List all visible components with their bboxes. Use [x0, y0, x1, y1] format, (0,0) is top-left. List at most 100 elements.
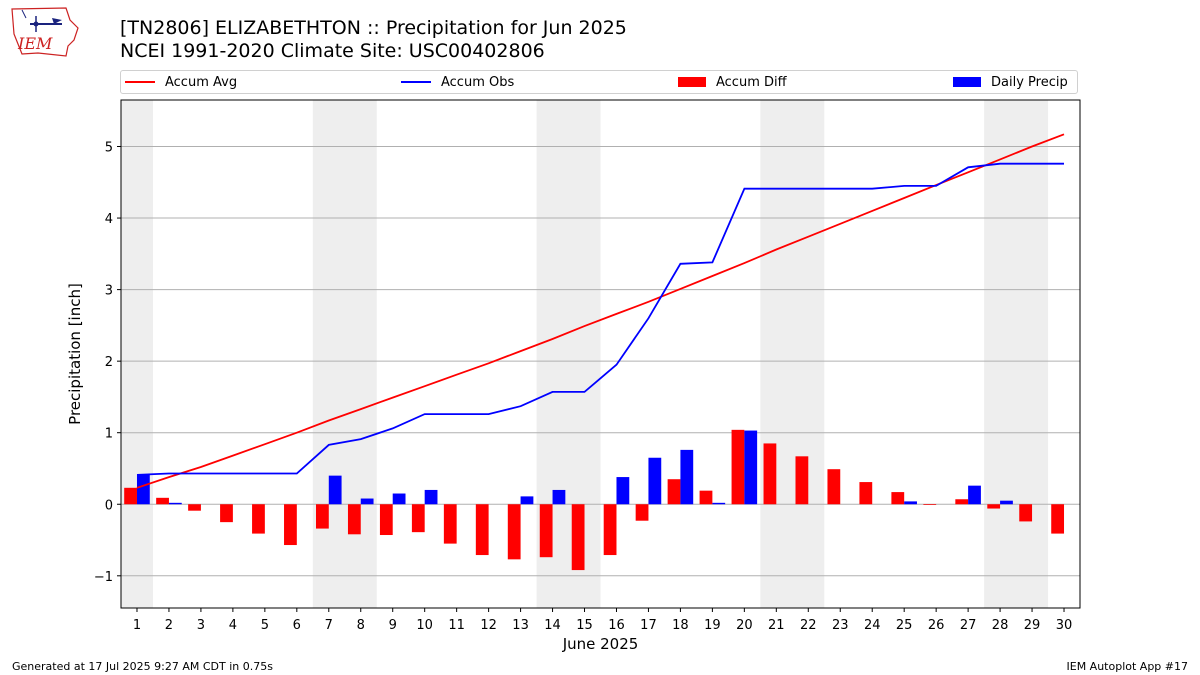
x-tick-label: 4	[229, 618, 237, 633]
bar-accum-diff	[827, 469, 841, 505]
y-tick-label: 1	[105, 427, 113, 442]
x-tick-label: 26	[928, 618, 945, 633]
bar-daily-precip	[680, 449, 694, 505]
bar-daily-precip	[552, 489, 566, 505]
bar-daily-precip	[136, 474, 150, 505]
bar-accum-diff	[347, 504, 361, 535]
x-tick-label: 1	[133, 618, 141, 633]
line-accum-avg	[136, 133, 1065, 489]
legend-item-accum-obs: Accum Obs	[401, 74, 514, 90]
x-tick-label: 20	[736, 618, 753, 633]
bar-accum-diff	[507, 504, 521, 560]
x-tick-label: 22	[800, 618, 817, 633]
x-tick-label: 15	[576, 618, 593, 633]
chart-title: [TN2806] ELIZABETHTON :: Precipitation f…	[120, 17, 627, 39]
bar-accum-diff	[379, 504, 393, 536]
bar-accum-diff	[475, 504, 489, 556]
x-axis-label: June 2025	[562, 635, 639, 653]
x-tick-label: 28	[992, 618, 1009, 633]
x-tick-label: 13	[512, 618, 529, 633]
weekend-band	[760, 100, 825, 608]
bar-accum-diff	[955, 499, 969, 505]
weekend-band	[121, 100, 153, 608]
bar-accum-diff	[667, 479, 681, 505]
bar-accum-diff	[635, 504, 649, 521]
bar-accum-diff	[188, 504, 201, 511]
y-tick-label: −1	[94, 570, 113, 585]
bar-accum-diff	[731, 429, 745, 505]
y-axis-label: Precipitation [inch]	[66, 283, 84, 425]
x-tick-label: 30	[1056, 618, 1073, 633]
y-tick-label: 4	[105, 212, 113, 227]
weekend-band	[984, 100, 1049, 608]
y-tick-label: 5	[105, 141, 113, 156]
x-tick-label: 2	[165, 618, 173, 633]
bar-accum-diff	[699, 490, 713, 505]
x-tick-label: 11	[448, 618, 465, 633]
legend-label: Accum Avg	[165, 74, 238, 90]
x-tick-label: 16	[608, 618, 625, 633]
bar-accum-diff	[571, 504, 585, 571]
weekend-band	[312, 100, 377, 608]
bar-accum-diff	[603, 504, 617, 556]
x-tick-label: 21	[768, 618, 785, 633]
x-tick-label: 12	[480, 618, 497, 633]
bar-accum-diff	[252, 504, 265, 534]
legend-item-accum-avg: Accum Avg	[125, 74, 237, 90]
bar-accum-diff	[859, 482, 873, 505]
bar-accum-diff	[284, 504, 297, 546]
bar-daily-precip	[648, 457, 662, 505]
bar-accum-diff	[987, 504, 1001, 509]
x-tick-label: 3	[197, 618, 205, 633]
bar-accum-diff	[156, 497, 169, 505]
chart-subtitle: NCEI 1991-2020 Climate Site: USC00402806	[120, 40, 545, 62]
iem-logo: IEM	[11, 7, 79, 57]
x-tick-label: 17	[640, 618, 657, 633]
legend-item-daily-precip: Daily Precip	[953, 74, 1068, 90]
bar-accum-diff	[1019, 504, 1033, 522]
footer-generated: Generated at 17 Jul 2025 9:27 AM CDT in …	[12, 660, 273, 673]
bar-daily-precip	[360, 498, 374, 505]
legend-swatch	[401, 81, 431, 83]
legend-swatch	[125, 81, 155, 83]
legend-label: Accum Obs	[441, 74, 515, 90]
bar-daily-precip	[968, 485, 981, 505]
x-tick-label: 19	[704, 618, 721, 633]
bar-daily-precip	[328, 475, 342, 505]
y-tick-label: 2	[105, 355, 113, 370]
y-tick-label: 3	[105, 284, 113, 299]
x-tick-label: 10	[416, 618, 433, 633]
x-tick-label: 23	[832, 618, 849, 633]
plot-frame	[120, 99, 1081, 609]
bar-daily-precip	[616, 477, 630, 505]
legend-label: Daily Precip	[991, 74, 1068, 90]
legend: Accum Avg Accum Obs Accum Diff Daily Pre…	[120, 70, 1078, 94]
bar-daily-precip	[744, 430, 758, 505]
x-tick-label: 25	[896, 618, 913, 633]
y-tick-label: 0	[105, 498, 113, 513]
x-tick-label: 8	[357, 618, 365, 633]
bar-accum-diff	[443, 504, 457, 544]
x-tick-label: 24	[864, 618, 881, 633]
bar-daily-precip	[904, 501, 917, 505]
x-tick-label: 5	[261, 618, 269, 633]
bar-daily-precip	[168, 502, 182, 505]
x-tick-label: 9	[389, 618, 397, 633]
line-accum-obs	[136, 162, 1064, 476]
legend-swatch	[953, 77, 981, 87]
legend-item-accum-diff: Accum Diff	[678, 74, 787, 90]
bar-daily-precip	[520, 496, 534, 505]
bar-accum-diff	[539, 504, 553, 558]
bar-accum-diff	[411, 504, 425, 533]
legend-swatch	[678, 77, 706, 87]
bar-accum-diff	[1051, 504, 1065, 534]
bar-accum-diff	[763, 443, 777, 505]
x-tick-label: 29	[1024, 618, 1041, 633]
bar-daily-precip	[424, 489, 438, 505]
x-tick-label: 14	[544, 618, 561, 633]
bar-daily-precip	[392, 493, 406, 505]
bar-accum-diff	[124, 487, 137, 505]
bar-accum-diff	[923, 504, 937, 505]
x-tick-label: 7	[325, 618, 333, 633]
x-tick-label: 18	[672, 618, 689, 633]
